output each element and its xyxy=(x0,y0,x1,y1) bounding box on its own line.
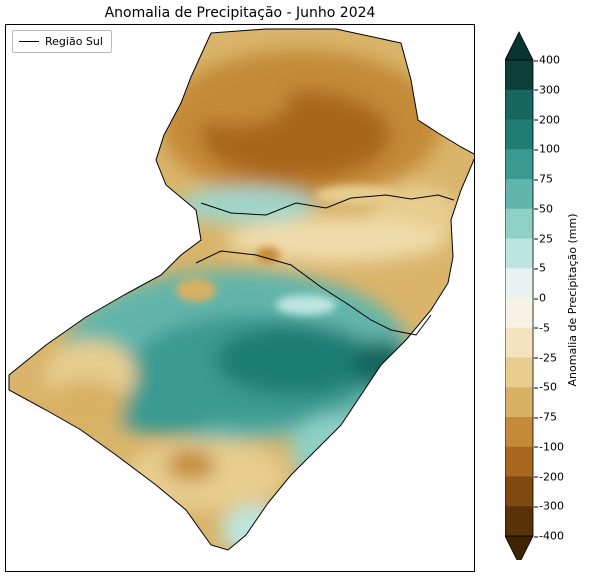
colorbar-band xyxy=(505,89,533,120)
colorbar-band xyxy=(505,149,533,180)
colorbar-band xyxy=(505,417,533,448)
precipitation-map xyxy=(8,28,474,551)
legend-label: Região Sul xyxy=(45,35,103,48)
colorbar xyxy=(505,31,534,560)
colorbar-tick-label: -200 xyxy=(534,470,564,483)
colorbar-band xyxy=(505,387,533,418)
legend: Região Sul xyxy=(12,30,112,53)
sc-rs-border xyxy=(195,250,432,336)
colorbar-band xyxy=(505,179,533,210)
colorbar-tick-label: 25 xyxy=(534,232,553,245)
colorbar-tick-label: 300 xyxy=(534,83,560,97)
colorbar-band xyxy=(505,208,533,239)
region-outline xyxy=(8,28,474,551)
colorbar-tick-label: -400 xyxy=(534,529,564,543)
map-frame xyxy=(5,24,475,572)
colorbar-extend-top xyxy=(505,31,534,61)
colorbar-tick-label: 50 xyxy=(534,202,553,216)
colorbar-band xyxy=(505,357,533,388)
colorbar-band xyxy=(505,60,533,91)
colorbar-band xyxy=(505,327,533,358)
colorbar-band xyxy=(505,119,533,150)
colorbar-band xyxy=(505,446,533,477)
colorbar-tick-label: 400 xyxy=(534,53,560,67)
colorbar-tick-label: 0 xyxy=(534,291,546,305)
colorbar-tick-label: 5 xyxy=(534,261,546,275)
colorbar-extend-bottom xyxy=(505,535,534,560)
colorbar-frame xyxy=(505,59,534,537)
parana-sc-border xyxy=(200,194,455,216)
colorbar-tick-label: 200 xyxy=(534,113,560,126)
colorbar-tick-label: 100 xyxy=(534,142,560,156)
colorbar-band xyxy=(505,298,533,329)
colorbar-tick-label: -300 xyxy=(534,499,564,513)
colorbar-label: Anomalia de Precipitação (mm) xyxy=(566,213,579,387)
colorbar-band xyxy=(505,506,533,537)
colorbar-band xyxy=(505,268,533,299)
colorbar-tick-label: -5 xyxy=(534,321,550,335)
map-title: Anomalia de Precipitação - Junho 2024 xyxy=(104,5,376,21)
colorbar-tick-label: -100 xyxy=(534,440,564,454)
legend-line-icon xyxy=(19,41,39,42)
colorbar-band xyxy=(505,476,533,507)
colorbar-tick-label: -25 xyxy=(534,351,557,364)
colorbar-tick-label: -50 xyxy=(534,380,557,394)
colorbar-tick-label: 75 xyxy=(534,172,553,186)
anomaly-field xyxy=(9,29,474,550)
colorbar-tick-label: -75 xyxy=(534,410,557,424)
colorbar-band xyxy=(505,238,533,269)
